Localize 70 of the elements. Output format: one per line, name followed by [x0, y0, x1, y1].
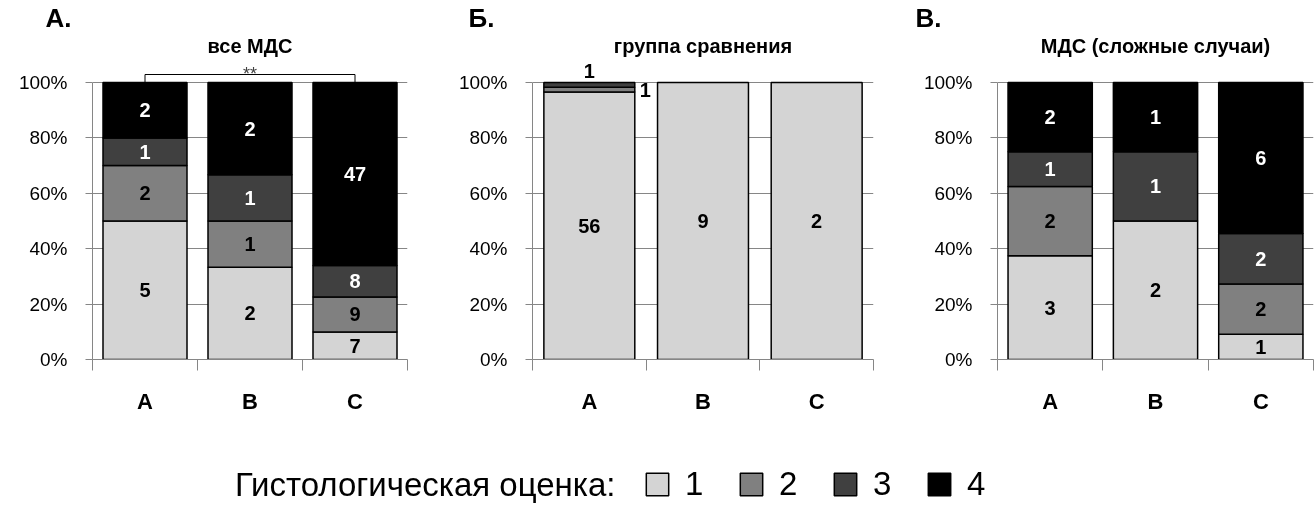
chart-subtitle: группа сравнения [613, 34, 793, 57]
annotation: 47 [343, 163, 367, 186]
chart-title: А. [45, 2, 72, 33]
annotation: 7 [349, 334, 361, 357]
legend-label: 1 [685, 465, 705, 503]
bar [770, 81, 863, 360]
legend-label: 4 [967, 465, 987, 503]
annotation: 1 [1255, 335, 1267, 358]
bar [656, 81, 750, 360]
annotation: 2 [1044, 210, 1056, 232]
y-tick-label: 40% [469, 238, 508, 260]
y-tick-label: 20% [29, 293, 68, 315]
y-tick-label: 100% [458, 72, 508, 93]
legend-label: 3 [873, 465, 893, 503]
annotation: 2 [139, 99, 151, 122]
annotation: 2 [1149, 279, 1162, 302]
y-tick-label: 60% [29, 182, 68, 204]
legend-label: 2 [779, 465, 799, 503]
annotation: ** [243, 63, 258, 84]
x-tick-label: B [242, 388, 258, 414]
bar [543, 91, 636, 360]
annotation: 9 [349, 303, 361, 326]
text: 1 [583, 59, 595, 82]
y-tick-label: 0% [40, 349, 68, 370]
chart-subtitle: все МДС [207, 34, 293, 57]
annotation: 2 [1255, 298, 1267, 321]
y-tick-label: 100% [923, 72, 973, 93]
annotation: 6 [1255, 146, 1267, 169]
annotation: 2 [244, 302, 256, 325]
x-tick-label: C [347, 388, 364, 414]
annotation: 56 [578, 214, 601, 237]
annotation: 1 [1044, 158, 1056, 181]
y-tick-label: 100% [18, 72, 68, 93]
x-tick-label: C [808, 388, 825, 414]
chart-title: Б. [468, 2, 495, 33]
x-tick-label: B [695, 388, 711, 414]
annotation: 5 [139, 279, 151, 302]
annotation: 1 [244, 233, 256, 256]
annotation: 9 [697, 210, 709, 232]
annotation: 2 [1255, 247, 1267, 270]
y-tick-label: 20% [469, 293, 508, 315]
y-tick-label: 80% [29, 127, 68, 149]
chart-subtitle: МДС (сложные случаи) [1040, 34, 1271, 57]
x-tick-label: C [1252, 388, 1269, 414]
x-tick-label: A [1042, 388, 1059, 414]
y-tick-label: 40% [29, 238, 68, 260]
annotation: 1 [1149, 106, 1162, 129]
annotation: 1 [139, 140, 151, 163]
annotation: 2 [1044, 106, 1056, 129]
annotation: 2 [244, 117, 256, 140]
legend-title: Гистологическая оценка: [234, 465, 616, 503]
annotation: 2 [139, 182, 151, 205]
y-tick-label: 0% [945, 349, 973, 370]
annotation: 8 [349, 270, 361, 293]
x-tick-label: A [581, 388, 598, 414]
y-tick-label: 0% [480, 349, 508, 370]
y-tick-label: 80% [469, 127, 508, 149]
annotation: 1 [244, 186, 256, 209]
x-tick-label: A [137, 388, 154, 414]
chart-title: В. [915, 2, 942, 33]
y-tick-label: 80% [934, 127, 973, 149]
annotation: 3 [1044, 296, 1056, 319]
annotation: 1 [639, 78, 651, 101]
y-tick-label: 60% [469, 182, 508, 204]
y-tick-label: 60% [934, 182, 973, 204]
annotation: 2 [811, 210, 823, 232]
annotation: 1 [1149, 175, 1162, 198]
y-tick-label: 20% [934, 293, 973, 315]
x-tick-label: B [1147, 388, 1164, 414]
y-tick-label: 40% [934, 238, 973, 260]
